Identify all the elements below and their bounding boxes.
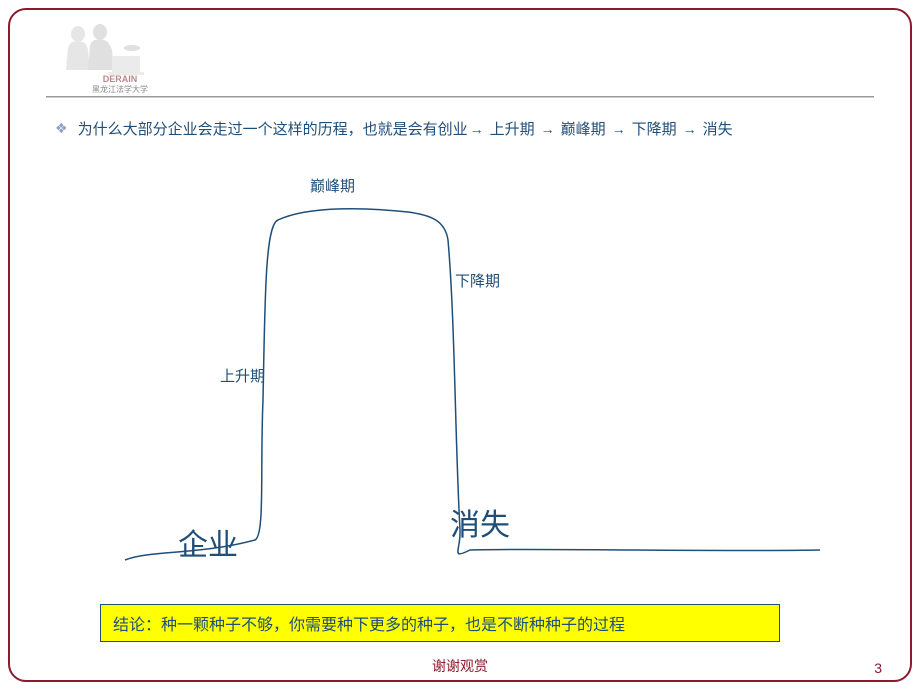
bullet-line: ❖ 为什么大部分企业会走过一个这样的历程，也就是会有创业 → 上升期 → 巅峰期… <box>55 118 880 139</box>
label-peak: 巅峰期 <box>310 175 355 196</box>
bullet-text: 为什么大部分企业会走过一个这样的历程，也就是会有创业 → 上升期 → 巅峰期 →… <box>78 118 733 139</box>
conclusion-box: 结论：种一颗种子不够，你需要种下更多的种子，也是不断种种子的过程 <box>100 604 780 642</box>
footer-text: 谢谢观赏 <box>432 656 488 676</box>
label-disappear: 消失 <box>450 500 510 544</box>
logo-silhouettes <box>50 20 150 80</box>
logo-area: DERAIN 黑龙江法学大学 <box>50 20 190 90</box>
lifecycle-diagram: 巅峰期 上升期 下降期 企业 消失 <box>50 150 850 570</box>
conclusion-text: 结论：种一颗种子不够，你需要种下更多的种子，也是不断种种子的过程 <box>113 617 625 634</box>
bullet-icon: ❖ <box>55 120 68 137</box>
page-number: 3 <box>874 660 882 676</box>
label-rise: 上升期 <box>220 365 265 386</box>
header-divider <box>46 96 874 98</box>
label-enterprise: 企业 <box>178 520 238 564</box>
label-decline: 下降期 <box>455 270 500 291</box>
